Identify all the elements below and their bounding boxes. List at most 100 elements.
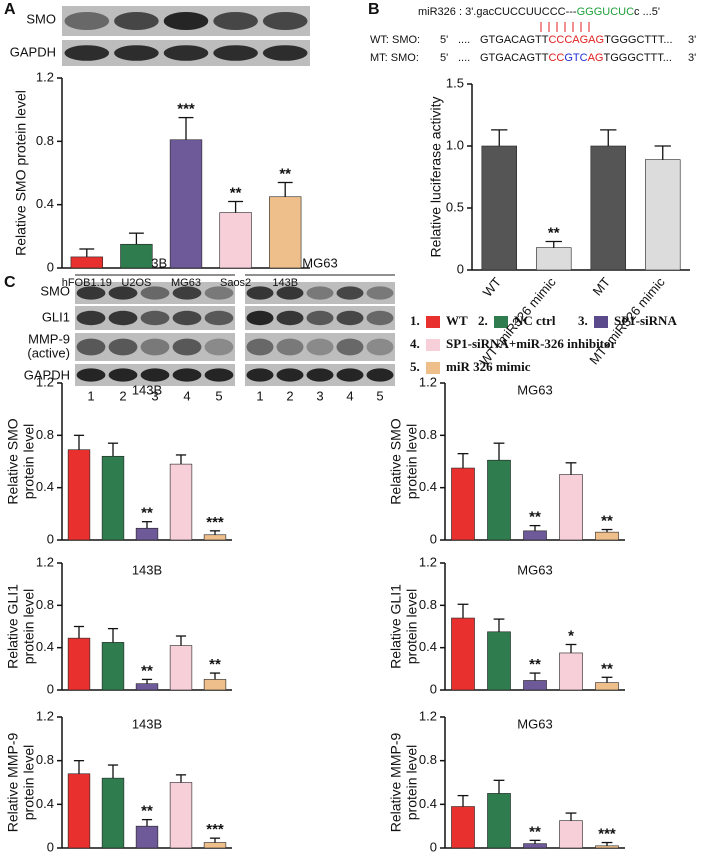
bar <box>481 145 517 271</box>
y-tick-label: 1.2 <box>419 708 437 723</box>
blot-band <box>108 368 138 382</box>
y-axis-label: Relative SMO <box>388 418 404 504</box>
blot-band <box>246 286 274 300</box>
blot-band <box>306 338 334 356</box>
y-axis-label: Relative GLI1 <box>5 584 21 669</box>
seq-part: TGGGCTTT... <box>603 52 671 64</box>
seq-part: MT: SMO: <box>370 52 419 64</box>
blot-band <box>276 368 304 382</box>
blot-band <box>204 310 234 326</box>
blot-band <box>262 12 308 30</box>
y-tick-label: 0.8 <box>419 427 437 442</box>
bar <box>523 843 547 849</box>
legend-number: 4. <box>410 336 420 351</box>
blot-band <box>204 338 234 356</box>
blot-row-label: GAPDH <box>24 367 70 382</box>
blot-band <box>108 286 138 300</box>
y-tick-label: 0 <box>47 839 54 854</box>
y-tick-label: 1.2 <box>36 374 54 389</box>
significance: ** <box>141 803 153 820</box>
lane-number: 5 <box>376 388 383 403</box>
chart-title: MG63 <box>517 382 552 397</box>
blot-band <box>262 45 308 61</box>
blot-band <box>76 338 106 356</box>
seq-part: TGGGCTTT... <box>604 34 672 46</box>
legend-label: WT <box>446 313 468 328</box>
bar <box>67 637 91 691</box>
blot-band <box>108 310 138 326</box>
bar <box>559 820 583 849</box>
blot-strip <box>245 282 395 304</box>
seq-part: GTGACAGTT <box>480 34 549 46</box>
significance: ** <box>230 184 242 201</box>
significance: * <box>568 627 574 644</box>
seq-part: 5' <box>440 34 448 46</box>
bar <box>595 682 619 691</box>
blot-band <box>140 286 170 300</box>
y-tick-label: 0 <box>47 259 54 274</box>
y-tick-label: 1.0 <box>446 137 464 152</box>
blot-band <box>76 368 106 382</box>
blot-band <box>204 286 234 300</box>
y-tick-label: 0 <box>430 839 437 854</box>
blot-group-label: MG63 <box>302 255 337 270</box>
legend-number: 3. <box>578 313 588 328</box>
significance: ** <box>529 823 541 840</box>
seq-part: c ...5' <box>634 6 660 18</box>
seq-site: AG <box>588 52 604 64</box>
y-axis-label: Relative luciferase activity <box>428 96 444 257</box>
x-tick-label: WT <box>480 274 505 299</box>
blot-band <box>336 368 364 382</box>
blot-row-label: GAPDH <box>10 44 56 59</box>
panel-letter: B <box>368 1 380 18</box>
legend-number: 5. <box>410 359 420 374</box>
bar <box>67 773 91 849</box>
significance: ** <box>529 509 541 526</box>
blot-band <box>366 286 394 300</box>
y-axis-label: protein level <box>404 424 420 500</box>
legend-swatch <box>426 362 440 374</box>
seq-part: .... <box>458 34 470 46</box>
significance: ** <box>141 505 153 522</box>
y-tick-label: 0.4 <box>36 796 54 811</box>
seq-site: CC <box>548 52 564 64</box>
blot-band <box>163 12 209 30</box>
blot-band <box>140 310 170 326</box>
legend-number: 2. <box>478 313 488 328</box>
bar <box>70 256 103 269</box>
blot-band <box>108 338 138 356</box>
blot-band <box>213 12 258 30</box>
x-tick-label: U2OS <box>121 277 151 289</box>
y-axis-label: protein level <box>404 589 420 665</box>
blot-row-label: SMO <box>26 11 56 26</box>
bar <box>169 645 193 691</box>
mt-sequence: MT: SMO: 5'.... GTGACAGTTCCGTCAGTGGGCTTT..… <box>370 52 696 64</box>
seq-mutation: GTC <box>564 52 587 64</box>
y-tick-label: 0 <box>47 531 54 546</box>
y-tick-label: 0.8 <box>36 597 54 612</box>
chart-title: 143B <box>132 562 162 577</box>
blot-band <box>246 338 274 356</box>
blot-band <box>336 338 364 356</box>
significance: ** <box>209 656 221 673</box>
legend-label: NC ctrl <box>514 313 556 328</box>
bar <box>590 145 626 271</box>
blot-row-label: GLI1 <box>42 309 70 324</box>
significance: ** <box>548 224 560 241</box>
blot-band <box>172 368 202 382</box>
y-axis-label: protein level <box>21 745 37 821</box>
significance: *** <box>177 101 195 118</box>
blot-band <box>276 310 304 326</box>
y-tick-label: 1.5 <box>446 75 464 90</box>
legend-label: miR 326 mimic <box>446 359 531 374</box>
blot-band <box>276 338 304 356</box>
bar <box>101 455 125 541</box>
y-tick-label: 0.4 <box>36 639 54 654</box>
bar <box>523 680 547 691</box>
bar <box>595 531 619 541</box>
y-tick-label: 0.8 <box>36 133 54 148</box>
blot-band <box>172 338 202 356</box>
pairing-lines <box>540 22 590 32</box>
bar <box>169 139 203 269</box>
y-tick-label: 1.2 <box>419 374 437 389</box>
